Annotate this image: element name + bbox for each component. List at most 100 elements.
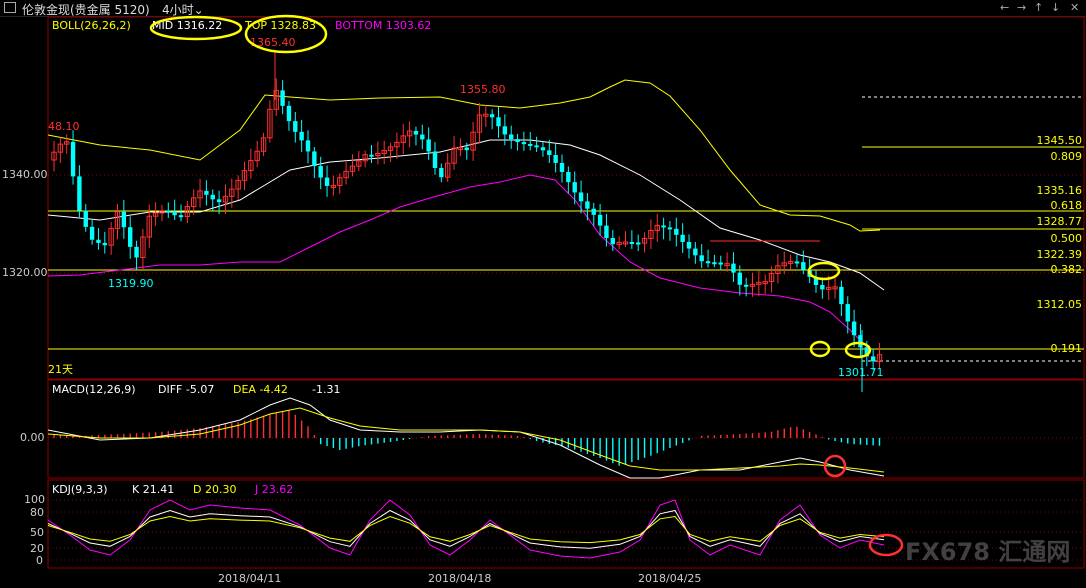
candle-body-up — [762, 281, 768, 285]
boll-top-line — [47, 79, 881, 232]
left-low-label: 1319.90 — [108, 277, 154, 290]
candle-body-down — [864, 347, 869, 357]
candle-body-up — [394, 141, 400, 148]
candle-body-down — [102, 242, 107, 246]
price-axis-label: 1340.00 — [2, 168, 48, 181]
candle-body-up — [191, 197, 197, 208]
candle-body-up — [622, 241, 629, 245]
candle-body-down — [667, 227, 673, 230]
period-selector[interactable]: 4小时⌄ — [162, 1, 204, 18]
candle-body-down — [820, 284, 825, 290]
candle-body-down — [661, 225, 666, 228]
candle-body-up — [337, 177, 343, 186]
arrow-down-icon[interactable]: ↓ — [1051, 1, 1061, 14]
macd-legend-label[interactable]: MACD(12,26,9) — [52, 383, 136, 396]
fib-ratio-label: 0.618 — [1051, 199, 1083, 212]
candle-body-up — [756, 281, 762, 285]
price-axis-label: 1320.00 — [2, 266, 48, 279]
date-label: 2018/04/25 — [638, 572, 701, 585]
candle-body-down — [426, 139, 431, 152]
candle-body-down — [680, 234, 685, 242]
period-label: 4小时 — [162, 3, 194, 17]
candle-body-up — [445, 162, 451, 178]
candle-body-up — [146, 215, 152, 238]
candle-body-down — [464, 147, 469, 151]
top-high-label: 1365.40 — [250, 36, 296, 49]
highlight-ellipse — [244, 14, 328, 54]
candle-body-down — [845, 304, 850, 322]
candle-body-up — [641, 237, 648, 244]
highlight-ellipse — [807, 261, 841, 281]
boll-mid-legend: MID 1316.22 — [152, 19, 222, 32]
macd-highlight-circle — [823, 454, 847, 478]
arrow-left-icon[interactable]: ← — [1000, 1, 1010, 14]
candle-body-down — [178, 215, 184, 218]
candle-body-up — [387, 146, 394, 151]
candle-body-down — [801, 262, 806, 270]
candle-body-up — [108, 227, 114, 246]
candle-body-down — [566, 171, 571, 183]
candlesticks — [51, 50, 883, 392]
candle-body-up — [781, 262, 787, 267]
candle-body-down — [851, 321, 857, 336]
candle-body-down — [312, 151, 317, 167]
candle-body-up — [768, 273, 775, 283]
candle-body-down — [286, 105, 292, 122]
fib-price-label: 1322.39 — [1037, 248, 1083, 261]
macd-dea-line — [47, 407, 885, 473]
fib-price-label: 1335.16 — [1037, 184, 1083, 197]
candle-body-down — [305, 140, 311, 152]
candle-body-up — [362, 154, 368, 162]
boll-legend-label[interactable]: BOLL(26,26,2) — [52, 19, 131, 32]
candle-body-down — [509, 134, 514, 140]
candle-body-down — [712, 262, 717, 265]
candle-body-up — [248, 160, 254, 172]
candle-body-down — [521, 142, 527, 145]
boll-bands — [47, 79, 885, 351]
candle-body-up — [476, 114, 483, 133]
candle-body-up — [832, 286, 838, 290]
kdj-legend-label[interactable]: KDJ(9,3,3) — [52, 483, 108, 496]
candle-body-down — [439, 167, 444, 178]
instrument-name: 伦敦金现(贵金属 5120) — [22, 3, 150, 17]
candle-body-down — [324, 177, 330, 186]
candle-body-down — [534, 145, 539, 148]
candle-body-up — [235, 179, 241, 190]
candle-body-up — [229, 188, 235, 197]
menu-icon[interactable] — [4, 2, 16, 13]
candle-body-down — [693, 248, 698, 256]
candle-body-up — [616, 241, 622, 245]
candle-body-up — [330, 184, 337, 188]
candle-body-up — [184, 206, 191, 218]
kdj-j-line — [47, 499, 885, 559]
candle-body-down — [318, 166, 323, 178]
boll-bottom-legend: BOTTOM 1303.62 — [335, 19, 431, 32]
macd-indicator — [47, 397, 885, 479]
kdj-axis-label: 100 — [24, 493, 45, 506]
candle-body-down — [731, 263, 736, 273]
candle-body-down — [585, 201, 590, 209]
candle-body-up — [381, 149, 387, 154]
candle-body-down — [293, 121, 298, 132]
candle-body-down — [502, 126, 508, 135]
candle-body-up — [470, 131, 476, 151]
fib-ratio-label: 0.500 — [1051, 232, 1083, 245]
fib-ratio-label: 0.191 — [1051, 342, 1083, 355]
kdj-k-legend: K 21.41 — [132, 483, 174, 496]
candle-body-down — [705, 261, 711, 264]
arrow-right-icon[interactable]: → — [1017, 1, 1027, 14]
candle-body-up — [787, 260, 794, 264]
arrow-up-icon[interactable]: ↑ — [1034, 1, 1044, 14]
candle-body-down — [686, 241, 692, 249]
candle-body-up — [197, 190, 203, 199]
left-high-label: 48.10 — [48, 120, 80, 133]
kdj-d-legend: D 20.30 — [193, 483, 236, 496]
date-label: 2018/04/11 — [218, 572, 281, 585]
candle-body-down — [674, 228, 679, 235]
candle-body-down — [432, 151, 438, 168]
candle-body-down — [540, 147, 546, 151]
candle-body-up — [260, 137, 267, 152]
close-icon[interactable]: ✕ — [1070, 1, 1080, 14]
kdj-indicator — [47, 499, 885, 559]
